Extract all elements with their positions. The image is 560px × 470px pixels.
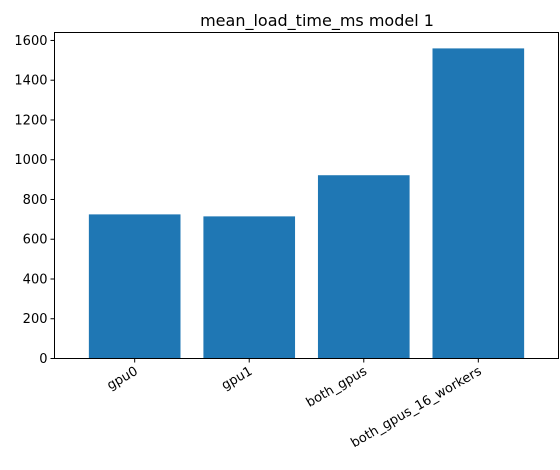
y-axis: 0 200 400 600 800 1000 1200 1400 1600	[14, 34, 55, 367]
y-tick-label: 400	[23, 272, 48, 287]
bar-gpu1	[203, 216, 296, 359]
y-tick-label: 800	[23, 193, 48, 208]
bar-both_gpus_16_workers	[432, 48, 525, 359]
x-tick-label: gpu1	[219, 364, 255, 393]
bar-both_gpus	[317, 175, 410, 359]
y-tick-label: 1600	[14, 34, 47, 49]
y-tick-label: 200	[23, 312, 48, 327]
bars-group	[88, 48, 525, 359]
plot-frame	[54, 32, 559, 359]
x-tick-label: gpu0	[105, 364, 141, 393]
y-tick-label: 1000	[14, 153, 47, 168]
chart-title: mean_load_time_ms model 1	[200, 11, 434, 31]
y-tick-label: 1400	[14, 74, 47, 89]
x-tick-label: both_gpus	[304, 364, 370, 411]
y-tick-label: 600	[23, 233, 48, 248]
y-tick-label: 1200	[14, 113, 47, 128]
y-tick-label: 0	[39, 352, 47, 367]
bar-gpu0	[88, 214, 181, 359]
